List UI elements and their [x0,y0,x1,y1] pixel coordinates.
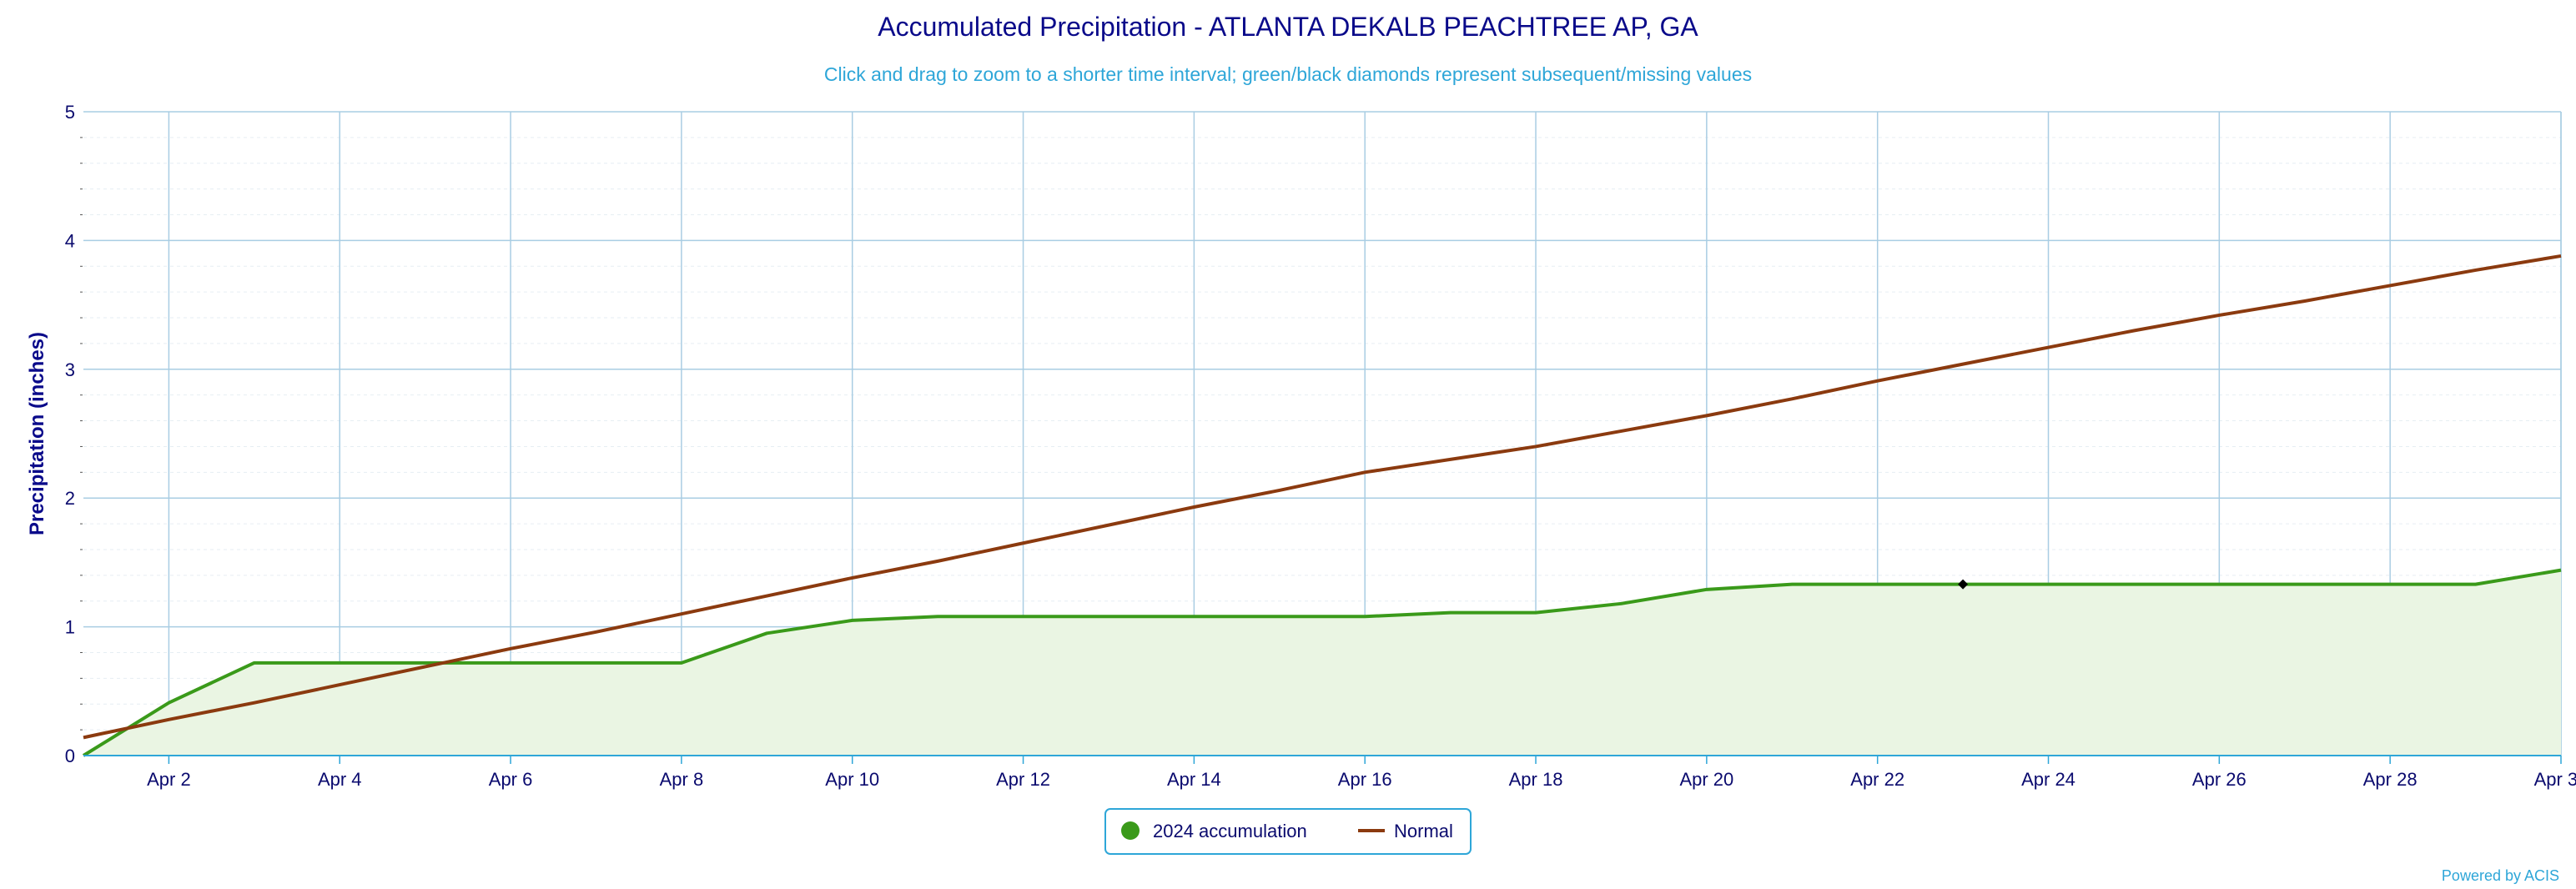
accumulation-line [82,568,2562,757]
y-tick-label: 4 [65,230,75,251]
x-tick-label: Apr 18 [1509,769,1563,790]
x-tick-label: Apr 10 [825,769,879,790]
legend-label: Normal [1394,821,1453,841]
x-tick-label: Apr 6 [489,769,533,790]
x-tick-label: Apr 14 [1167,769,1221,790]
y-tick-label: 5 [65,102,75,123]
x-tick-label: Apr 24 [2021,769,2075,790]
series-layer [82,254,2562,757]
x-tick-label: Apr 20 [1679,769,1733,790]
missing-value-diamond [1958,579,1969,590]
legend-item-2024-accumulation[interactable]: 2024 accumulation [1121,821,1307,841]
x-tick-label: Apr 12 [996,769,1050,790]
credit-link[interactable]: Powered by ACIS [2442,867,2559,884]
y-axis-label: Precipitation (inches) [26,332,48,535]
legend-circle-icon [1121,821,1140,840]
x-tick-label: Apr 28 [2363,769,2418,790]
legend-item-normal[interactable]: Normal [1358,821,1453,841]
legend-box [1104,808,1472,855]
x-tick-label: Apr 26 [2192,769,2246,790]
major-grid [83,111,2562,764]
y-tick-label: 2 [65,488,75,509]
x-tick-label: Apr 16 [1338,769,1392,790]
chart-title: Accumulated Precipitation - ATLANTA DEKA… [878,12,1698,42]
x-axis-ticks: Apr 2 Apr 4 Apr 6 Apr 8 Apr 10 Apr 12 Apr 14 Ap… [147,769,2576,790]
normal-line [83,254,2562,740]
legend[interactable]: 2024 accumulation Normal [1104,808,1472,855]
y-axis-ticks: 0 1 2 3 4 5 [65,102,75,766]
x-tick-label: Apr 30 [2534,769,2576,790]
y-tick-label: 1 [65,617,75,638]
chart-subtitle: Click and drag to zoom to a shorter time… [824,63,1752,85]
x-tick-label: Apr 2 [147,769,191,790]
x-tick-label: Apr 22 [1850,769,1904,790]
y-tick-label: 3 [65,359,75,380]
legend-label: 2024 accumulation [1153,821,1307,841]
x-tick-label: Apr 8 [660,769,704,790]
accumulation-area-fill [83,570,2561,756]
x-tick-label: Apr 4 [318,769,362,790]
y-tick-label: 0 [65,746,75,766]
